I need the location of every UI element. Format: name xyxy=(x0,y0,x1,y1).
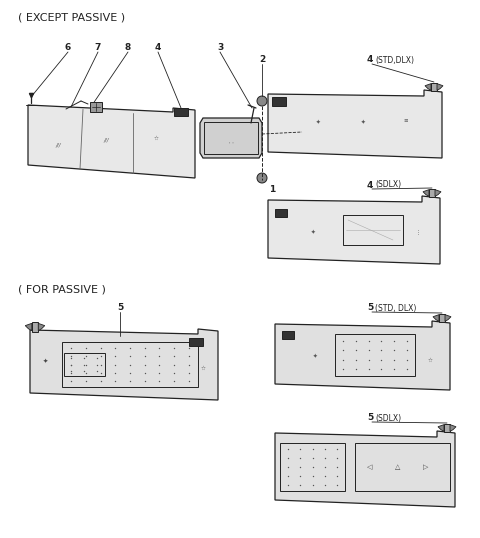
Bar xyxy=(431,83,437,91)
Polygon shape xyxy=(423,189,429,196)
Text: ( FOR PASSIVE ): ( FOR PASSIVE ) xyxy=(18,285,106,295)
Polygon shape xyxy=(25,323,32,331)
Bar xyxy=(280,443,345,491)
Text: ≡: ≡ xyxy=(404,117,408,123)
Circle shape xyxy=(257,96,267,106)
Text: ✦: ✦ xyxy=(42,359,48,364)
Bar xyxy=(64,353,105,376)
Text: ///: /// xyxy=(103,138,109,143)
Polygon shape xyxy=(450,424,456,431)
Text: 8: 8 xyxy=(125,44,131,53)
Text: ◁: ◁ xyxy=(367,464,372,470)
Text: 6: 6 xyxy=(65,44,71,53)
Bar xyxy=(275,209,287,217)
Polygon shape xyxy=(268,196,440,264)
Polygon shape xyxy=(200,118,262,158)
Text: 7: 7 xyxy=(95,44,101,53)
Circle shape xyxy=(257,173,267,183)
Bar xyxy=(282,331,294,339)
Text: (STD,DLX): (STD,DLX) xyxy=(375,55,414,65)
Text: ✦: ✦ xyxy=(311,230,315,235)
Bar xyxy=(429,189,435,197)
Polygon shape xyxy=(425,83,431,90)
Bar xyxy=(343,215,403,245)
Text: 5: 5 xyxy=(117,303,123,313)
Polygon shape xyxy=(438,424,444,431)
Bar xyxy=(355,443,450,491)
Polygon shape xyxy=(275,321,450,390)
Text: ///: /// xyxy=(55,143,61,147)
Text: △: △ xyxy=(396,464,401,470)
Bar xyxy=(62,342,198,387)
Text: (SDLX): (SDLX) xyxy=(375,181,401,189)
Bar xyxy=(189,338,203,346)
Text: 2: 2 xyxy=(259,55,265,65)
Bar xyxy=(204,122,258,154)
Text: ✦: ✦ xyxy=(316,119,320,124)
Text: ☆: ☆ xyxy=(154,136,158,140)
Text: 3: 3 xyxy=(217,44,223,53)
Bar xyxy=(90,102,102,112)
Text: 1: 1 xyxy=(269,186,275,195)
Text: (SDLX): (SDLX) xyxy=(375,414,401,422)
Bar xyxy=(439,314,445,322)
Bar xyxy=(272,97,286,106)
Polygon shape xyxy=(435,189,441,196)
Text: 5: 5 xyxy=(367,303,373,313)
Text: ✦: ✦ xyxy=(360,119,365,124)
Polygon shape xyxy=(437,83,443,90)
Bar xyxy=(174,108,188,116)
Text: 4: 4 xyxy=(367,181,373,189)
Polygon shape xyxy=(275,431,455,507)
Polygon shape xyxy=(28,105,195,178)
Bar xyxy=(32,322,38,331)
Text: ☆: ☆ xyxy=(201,366,205,371)
Bar xyxy=(335,334,415,376)
Text: ' ': ' ' xyxy=(228,141,233,146)
Polygon shape xyxy=(445,315,451,321)
Polygon shape xyxy=(433,315,439,321)
Text: ( EXCEPT PASSIVE ): ( EXCEPT PASSIVE ) xyxy=(18,13,125,23)
Text: (STD, DLX): (STD, DLX) xyxy=(375,303,416,313)
Text: ✦: ✦ xyxy=(312,353,317,358)
Polygon shape xyxy=(38,323,45,331)
Text: 4: 4 xyxy=(155,44,161,53)
Text: 4: 4 xyxy=(367,55,373,65)
Text: ⋮: ⋮ xyxy=(415,230,421,235)
Text: ☆: ☆ xyxy=(428,357,432,363)
Text: ▷: ▷ xyxy=(423,464,429,470)
Text: 5: 5 xyxy=(367,414,373,422)
Polygon shape xyxy=(30,329,218,400)
Polygon shape xyxy=(268,90,442,158)
Bar xyxy=(444,424,450,432)
